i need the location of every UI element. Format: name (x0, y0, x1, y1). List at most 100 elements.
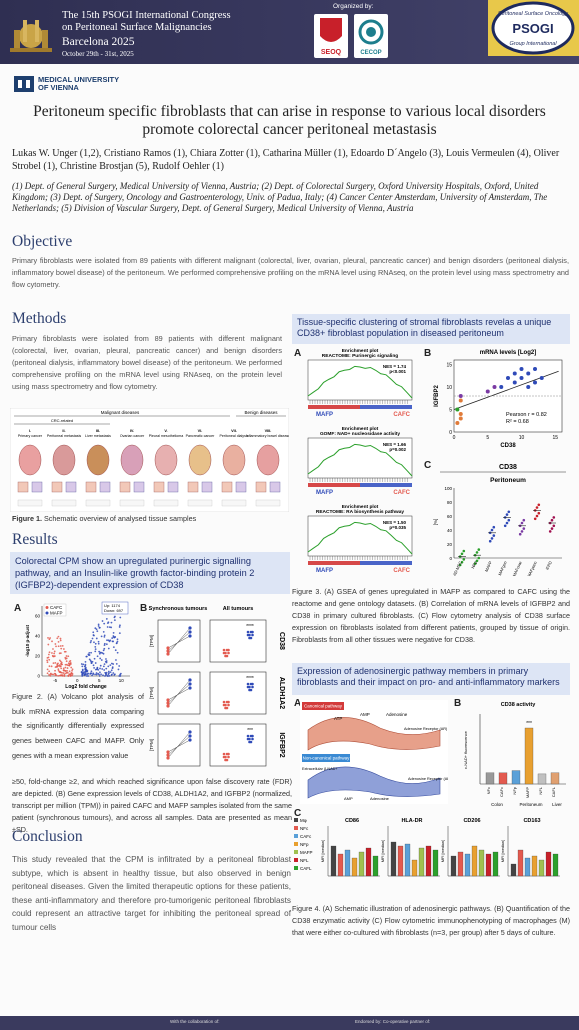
all-point-maf (249, 682, 253, 686)
activity-category-label: NFL (538, 786, 543, 794)
fig3-panel-b-letter: B (424, 348, 432, 359)
marker-legend-label: Mφ (300, 818, 307, 823)
volcano-point-maf (101, 668, 104, 670)
all-point-caf (222, 703, 226, 707)
cd38-y-tick: 0 (449, 556, 452, 561)
cd38-y-tick: 80 (447, 500, 453, 505)
volcano-point-caf (64, 666, 67, 669)
cecop-ring-icon: CECOP (358, 19, 384, 56)
scatter-x-tick: 0 (453, 435, 456, 441)
volcano-point-maf (110, 669, 113, 672)
volcano-point-maf (91, 637, 94, 640)
legend-caf-label: CAFC (50, 605, 63, 610)
fig1-column-label: IV. (130, 429, 134, 433)
sample-count-box (17, 499, 43, 507)
volcano-point-maf (94, 642, 97, 645)
volcano-point-caf (59, 660, 62, 663)
volcano-point-maf (100, 635, 103, 638)
tissue-sample-icon (167, 481, 179, 493)
volcano-point-maf (108, 674, 111, 677)
volcano-point-maf (94, 668, 97, 671)
volcano-point-maf (102, 674, 104, 677)
marker-title: CD86 (345, 818, 359, 824)
volcano-point-maf (117, 668, 120, 671)
volcano-point-caf (46, 659, 49, 662)
marker-legend-swatch (294, 826, 298, 830)
marker-bar (510, 863, 517, 877)
volcano-point-maf (97, 625, 100, 627)
cd38-point (522, 518, 526, 522)
volcano-point-maf (114, 649, 117, 652)
volcano-point-caf (69, 663, 72, 665)
sample-count-box (187, 499, 213, 507)
volcano-point-maf (109, 639, 112, 642)
all-point-caf (224, 654, 227, 658)
tissue-sample-icon (51, 481, 63, 493)
cd38-point (507, 518, 511, 522)
volcano-point-maf (112, 640, 115, 643)
all-point-maf (246, 682, 250, 686)
volcano-point-maf (90, 651, 93, 654)
tissue-sample-icon (85, 481, 97, 493)
sample-count-box (51, 499, 77, 507)
cd38-point (488, 539, 492, 543)
cd38-point (503, 524, 507, 528)
volcano-point-maf (102, 665, 105, 668)
volcano-point-maf (95, 672, 98, 674)
receptor-label: Adenosine Receptor (AR) (404, 727, 448, 731)
cd38-category-label: IFPD (545, 560, 553, 570)
scatter-y-tick: 10 (446, 385, 452, 391)
paired-point-maf (188, 686, 192, 690)
gsea-p: p=0.002 (389, 447, 406, 452)
scatter-point (458, 398, 463, 403)
volcano-point-caf (66, 671, 69, 674)
volcano-point-maf (115, 662, 118, 665)
fig1-column-name: Peritoneal dialysis (220, 434, 249, 438)
methods-text: Primary fibroblasts were isolated from 8… (12, 334, 282, 391)
affiliations: (1) Dept. of General Surgery, Medical Un… (12, 181, 548, 213)
volcano-point-maf (94, 627, 97, 630)
gsea-rank-bar-red (308, 405, 360, 409)
amp-label: AMP (360, 712, 370, 717)
volcano-point-maf (95, 628, 98, 631)
marker-bar (524, 857, 531, 877)
volcano-point-caf (70, 672, 73, 675)
fig1-column-name: Ovarian cancer (120, 434, 145, 438)
volcano-point-caf (59, 637, 62, 640)
volcano-point-caf (57, 635, 60, 638)
volcano-point-caf (56, 637, 59, 640)
marker-bar (418, 847, 425, 877)
cd38-point (537, 503, 541, 507)
volcano-point-caf (54, 661, 57, 664)
fig1-column-label: VI. (198, 429, 203, 433)
volcano-point-maf (107, 647, 110, 650)
volcano-point-caf (58, 652, 61, 655)
gsea-rank-bar-blue (360, 405, 412, 409)
volcano-point-maf (90, 662, 93, 664)
scatter-point (533, 380, 537, 385)
volcano-point-maf (103, 663, 106, 666)
cd38-point (505, 513, 509, 516)
volcano-point-caf (66, 667, 69, 669)
all-point-caf (227, 703, 230, 707)
volcano-point-caf (54, 643, 57, 645)
marker-bar (390, 841, 397, 877)
marker-bar (432, 849, 439, 877)
figure3-caption: Figure 3. (A) GSEA of genes upregulated … (292, 587, 570, 644)
volcano-point-caf (65, 660, 68, 663)
seoq-shield-icon: SEOQ (320, 18, 342, 56)
volcano-y-tick: 0 (37, 674, 40, 679)
marker-y-label: MFI [median] (381, 840, 385, 862)
volcano-point-maf (116, 638, 119, 641)
panelb-col2-title: All tumours (223, 606, 254, 612)
scatter-y-tick: 0 (449, 430, 452, 436)
significance-stars: *** (247, 728, 253, 734)
cd38-point (490, 537, 494, 540)
cecop-logo: CECOP (354, 14, 388, 58)
fig1-column-label: V. (164, 429, 167, 433)
marker-legend-swatch (294, 858, 298, 862)
fig4-panel-a-letter: A (294, 698, 302, 709)
gsea-subtitle: GOMF: NAD+ nucleosidase activity (320, 431, 400, 437)
cd38-y-tick: 20 (447, 542, 453, 547)
